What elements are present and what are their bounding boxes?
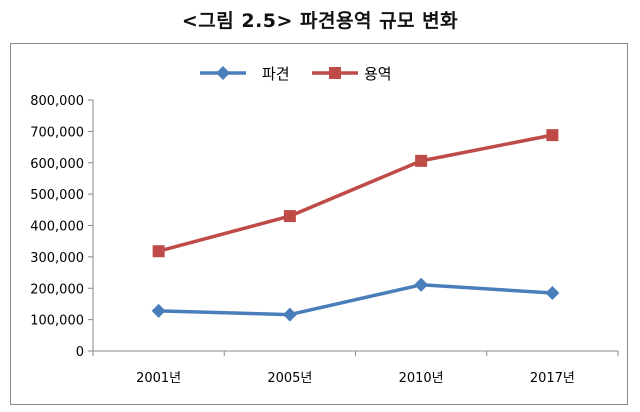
- x-tick-label: 2005년: [267, 371, 312, 386]
- x-tick-label: 2010년: [399, 371, 444, 386]
- legend-label: 용역: [364, 65, 392, 83]
- y-tick-label: 500,000: [30, 188, 84, 203]
- series-line-1: [158, 283, 553, 317]
- y-tick-label: 800,000: [30, 94, 84, 109]
- data-point-marker: [414, 277, 429, 292]
- data-point-marker: [415, 154, 428, 167]
- data-point-marker: [546, 129, 559, 142]
- y-tick-label: 700,000: [30, 125, 84, 140]
- x-tick-label: 2001년: [136, 371, 181, 386]
- series-line-2: [158, 133, 553, 253]
- chart-frame: [10, 43, 628, 405]
- data-point-marker: [282, 307, 297, 322]
- data-point-marker: [283, 210, 296, 223]
- legend-marker: [329, 67, 341, 79]
- legend-label: 파견: [262, 65, 290, 83]
- y-tick-label: 400,000: [30, 220, 84, 235]
- y-tick-label: 200,000: [30, 282, 84, 297]
- y-tick-label: 600,000: [30, 157, 84, 172]
- chart-title: <그림 2.5> 파견용역 규모 변화: [181, 10, 459, 32]
- y-tick-label: 100,000: [30, 314, 84, 329]
- y-tick-label: 0: [76, 345, 84, 360]
- data-point-marker: [545, 285, 560, 300]
- data-point-marker: [152, 245, 165, 258]
- legend-marker: [216, 66, 230, 80]
- y-tick-label: 300,000: [30, 251, 84, 266]
- x-tick-label: 2017년: [530, 371, 575, 386]
- data-point-marker: [151, 303, 166, 318]
